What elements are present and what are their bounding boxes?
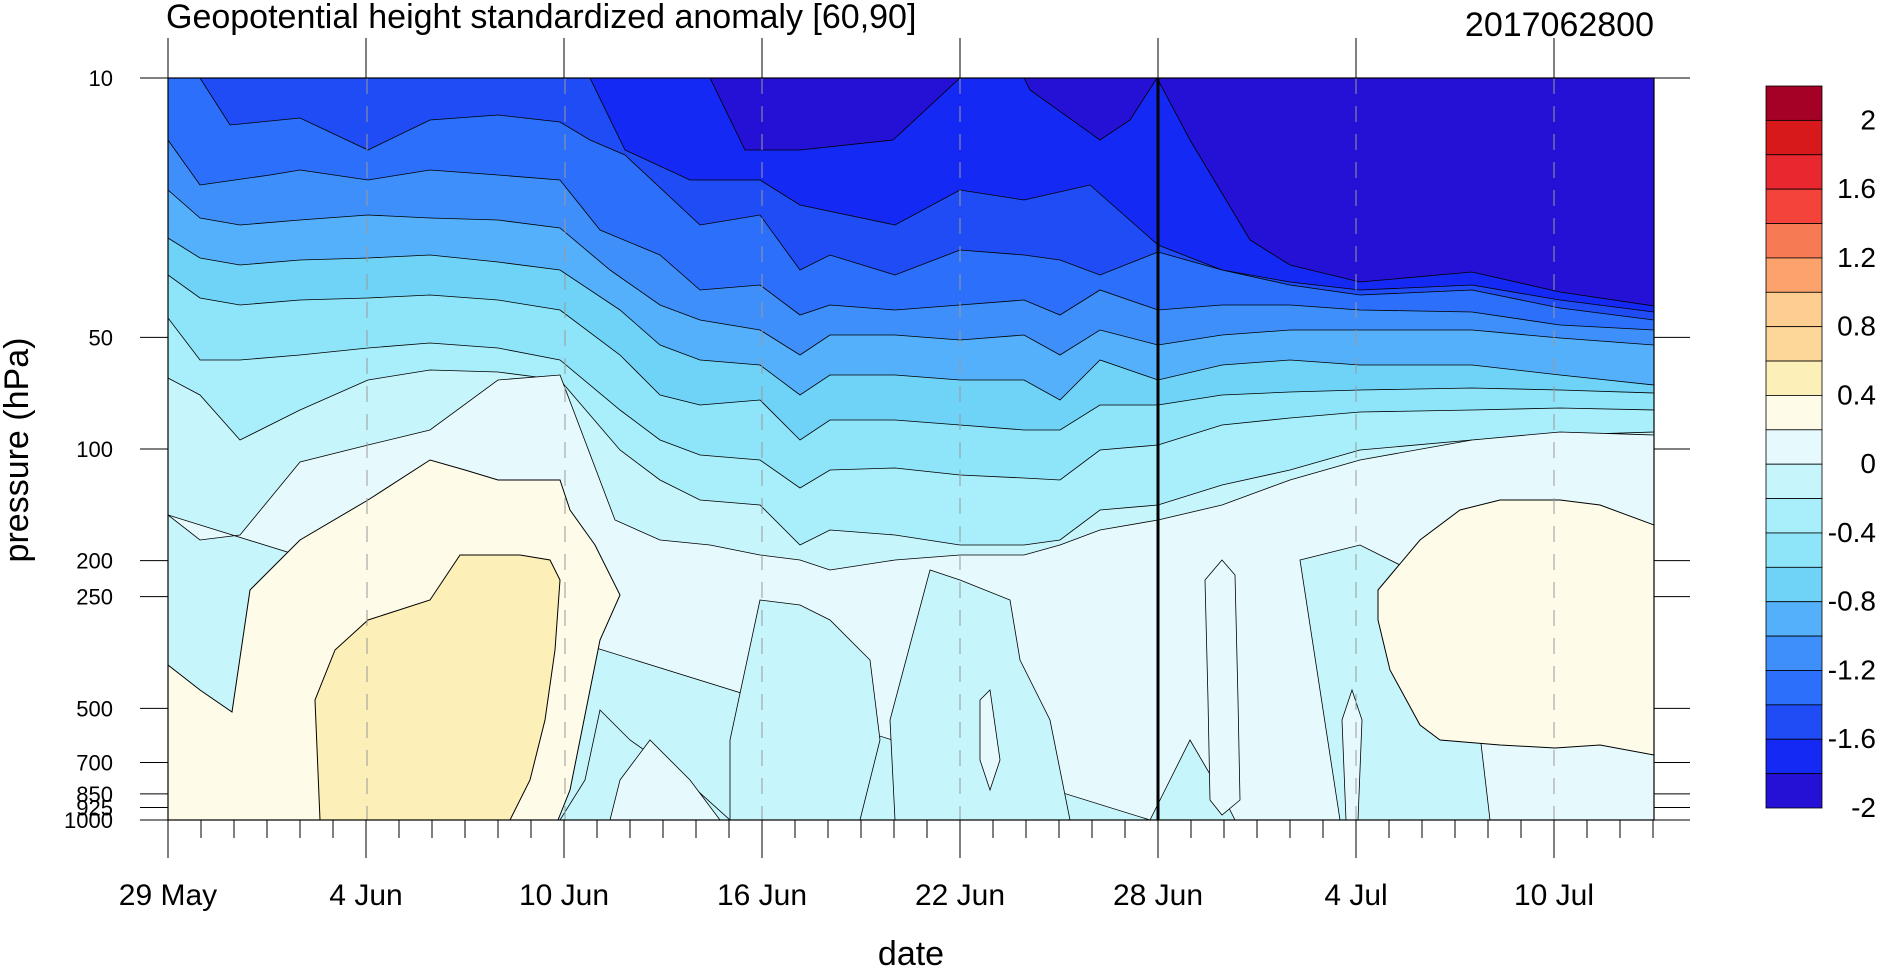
colorbar-label: 1.6 bbox=[1837, 173, 1876, 204]
colorbar-swatch bbox=[1765, 532, 1823, 568]
x-tick-label: 10 Jun bbox=[519, 879, 609, 912]
y-tick-label: 500 bbox=[76, 696, 113, 721]
y-tick-label: 100 bbox=[76, 437, 113, 462]
colorbar-label: -0.4 bbox=[1828, 517, 1876, 548]
warm-right-outer bbox=[1377, 499, 1654, 756]
colorbar-swatch bbox=[1765, 670, 1823, 706]
colorbar-label: -0.8 bbox=[1828, 586, 1876, 617]
colorbar-label: 0 bbox=[1860, 448, 1876, 479]
y-tick-label: 1000 bbox=[64, 808, 113, 833]
grid-lines bbox=[366, 78, 1555, 820]
colorbar-swatch bbox=[1765, 395, 1823, 431]
y-tick-label: 925 bbox=[76, 795, 113, 820]
colorbar-swatch bbox=[1765, 738, 1823, 775]
x-tick-label: 29 May bbox=[119, 879, 217, 912]
colorbar-swatch bbox=[1765, 223, 1823, 259]
x-tick-label: 16 Jun bbox=[717, 879, 807, 912]
chart-timestamp: 2017062800 bbox=[1465, 6, 1654, 44]
colorbar-swatch bbox=[1765, 635, 1823, 671]
contour-fill-light bbox=[609, 559, 1363, 820]
colorbar-label: 0.8 bbox=[1837, 311, 1876, 342]
colorbar-swatch bbox=[1765, 429, 1823, 465]
colorbar-swatch bbox=[1765, 773, 1823, 809]
chart-title: Geopotential height standardized anomaly… bbox=[166, 0, 916, 36]
x-axis-label: date bbox=[878, 935, 944, 969]
colorbar-swatch bbox=[1765, 257, 1823, 293]
colorbar-swatch bbox=[1765, 188, 1823, 224]
colorbar-swatch bbox=[1765, 566, 1823, 603]
colorbar-swatch bbox=[1765, 601, 1823, 637]
colorbar: 2 1.6 1.2 0.8 0.4 0 -0.4 -0.8 -1.2 -1.6 -2 bbox=[1765, 85, 1876, 823]
colorbar-label: -1.6 bbox=[1828, 723, 1876, 754]
y-tick-label: 10 bbox=[89, 66, 113, 91]
colorbar-swatch bbox=[1765, 119, 1823, 156]
colorbar-swatch bbox=[1765, 463, 1823, 499]
colorbar-swatch bbox=[1765, 498, 1823, 534]
y-tick-label: 850 bbox=[76, 782, 113, 807]
y-tick-label: 250 bbox=[76, 585, 113, 610]
colorbar-label: -2 bbox=[1851, 792, 1876, 823]
colorbar-swatch bbox=[1765, 154, 1823, 190]
y-tick-label: 700 bbox=[76, 751, 113, 776]
colorbar-swatch bbox=[1765, 360, 1823, 396]
x-tick-label: 28 Jun bbox=[1113, 879, 1203, 912]
colorbar-label: 2 bbox=[1860, 104, 1876, 135]
x-tick-label: 22 Jun bbox=[915, 879, 1005, 912]
colorbar-label: 1.2 bbox=[1837, 242, 1876, 273]
y-tick-label: 200 bbox=[76, 549, 113, 574]
x-axis: 29 May 4 Jun 10 Jun 16 Jun 22 Jun 28 Jun 4 Jul… bbox=[119, 38, 1654, 912]
contour-fill-warm bbox=[168, 459, 1654, 820]
y-tick-label: 50 bbox=[89, 325, 113, 350]
colorbar-swatch bbox=[1765, 291, 1823, 328]
colorbar-swatch bbox=[1765, 326, 1823, 362]
colorbar-swatch bbox=[1765, 85, 1823, 121]
x-tick-label: 10 Jul bbox=[1514, 879, 1594, 912]
y-axis-label: pressure (hPa) bbox=[0, 338, 36, 563]
colorbar-swatch bbox=[1765, 704, 1823, 740]
colorbar-label: 0.4 bbox=[1837, 379, 1876, 410]
x-tick-label: 4 Jun bbox=[329, 879, 402, 912]
x-tick-label: 4 Jul bbox=[1324, 879, 1387, 912]
colorbar-label: -1.2 bbox=[1828, 654, 1876, 685]
warm-left-inner bbox=[314, 554, 561, 820]
